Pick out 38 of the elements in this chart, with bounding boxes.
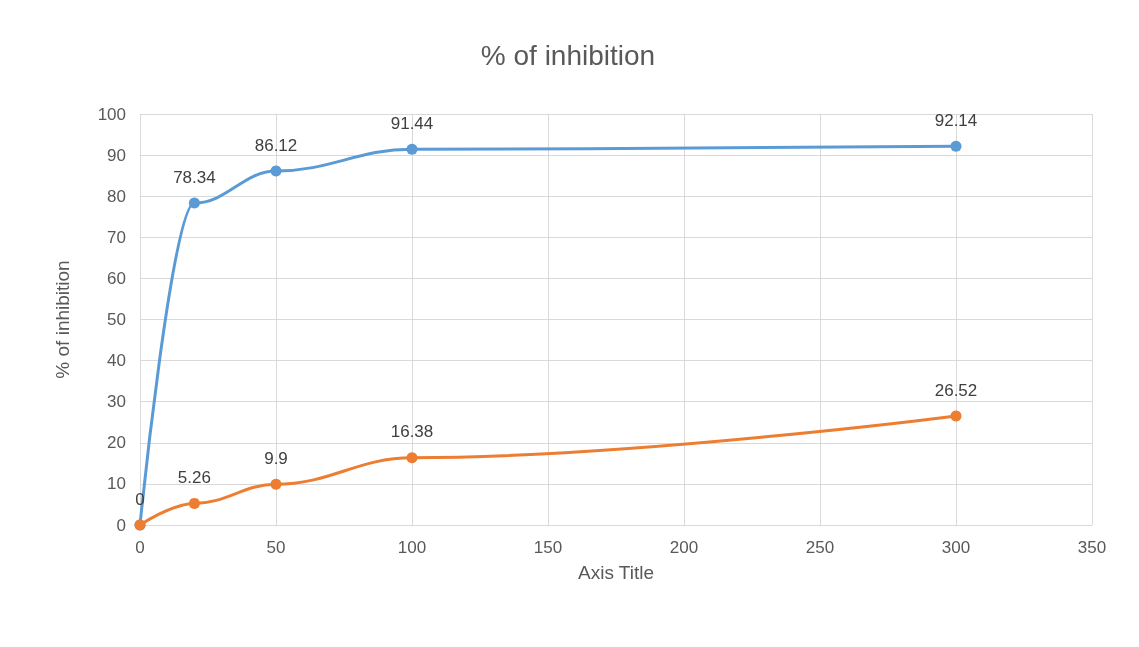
data-label: 26.52 <box>934 380 978 400</box>
x-tick-label: 250 <box>805 538 835 557</box>
x-axis-title: Axis Title <box>577 562 655 583</box>
y-tick-label: 80 <box>107 186 126 206</box>
x-tick-label: 300 <box>941 538 971 557</box>
data-label: 9.9 <box>264 448 288 468</box>
y-tick-label: 30 <box>107 392 126 412</box>
point <box>950 410 962 422</box>
x-tick-label: 50 <box>266 538 286 557</box>
data-label: 91.44 <box>390 113 434 133</box>
y-tick-label: 10 <box>107 474 126 494</box>
y-tick-label: 70 <box>107 227 126 247</box>
x-tick-label: 350 <box>1077 538 1107 557</box>
y-tick-label: 100 <box>97 104 126 124</box>
data-label: 92.14 <box>934 110 978 130</box>
y-axis-title: % of inhibition <box>52 260 73 379</box>
point <box>188 197 200 209</box>
data-label: 86.12 <box>254 135 298 155</box>
point <box>188 497 200 509</box>
x-tick-label: 100 <box>397 538 427 557</box>
x-tick-label: 200 <box>669 538 699 557</box>
y-tick-label: 90 <box>107 145 126 165</box>
data-label: 78.34 <box>173 167 216 187</box>
point <box>406 143 418 155</box>
data-label: 5.26 <box>177 467 211 487</box>
data-label: 16.38 <box>390 422 434 442</box>
x-tick-label: 150 <box>533 538 563 557</box>
point <box>270 165 282 177</box>
y-tick-label: 60 <box>107 268 126 288</box>
y-tick-label: 50 <box>107 310 126 329</box>
y-tick-label: 0 <box>116 515 126 535</box>
point <box>406 452 418 464</box>
y-tick-label: 40 <box>107 351 126 371</box>
chart-title: % of inhibition <box>480 39 656 71</box>
y-tick-label: 20 <box>107 433 126 453</box>
x-tick-label: 0 <box>135 538 145 557</box>
point <box>270 478 282 490</box>
point <box>950 140 962 152</box>
